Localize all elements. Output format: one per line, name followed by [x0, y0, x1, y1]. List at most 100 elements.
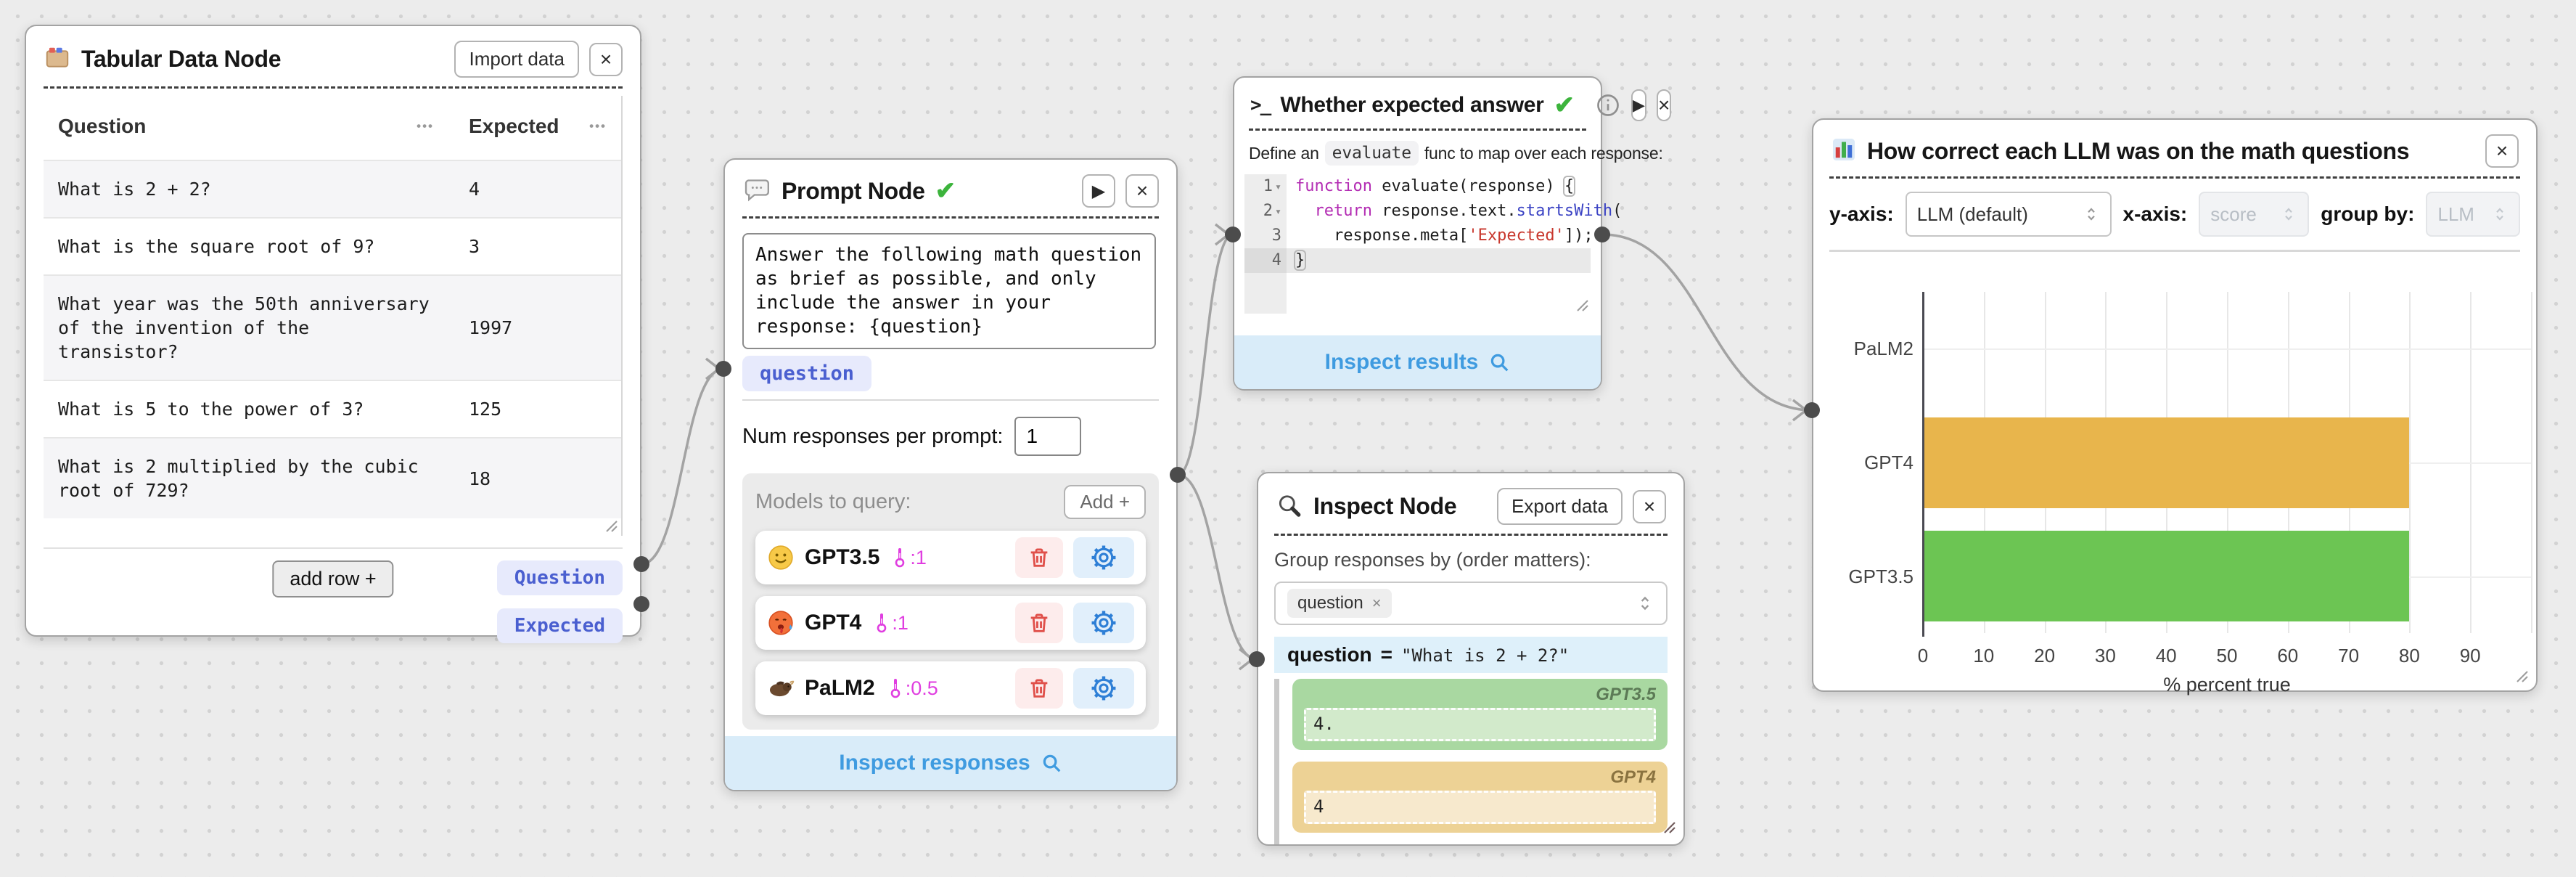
cell-question[interactable]: What is 2 + 2?: [58, 179, 211, 200]
cell-expected[interactable]: 125: [469, 399, 502, 420]
y-axis-line: [1922, 292, 1924, 637]
bar-gpt3.5[interactable]: [1923, 531, 2410, 622]
chip-remove-icon[interactable]: ×: [1371, 594, 1382, 612]
cell-expected[interactable]: 4: [469, 179, 480, 200]
temperature-badge: :1: [891, 547, 927, 569]
code-line-2[interactable]: 2 ▾ return response.text.startsWith(: [1244, 199, 1622, 224]
cell-question[interactable]: What is the square root of 9?: [58, 236, 375, 257]
close-button[interactable]: ×: [1656, 89, 1672, 121]
x-gridline: [2531, 292, 2532, 633]
inspect-responses-label: Inspect responses: [839, 751, 1030, 775]
model-card-gpt4[interactable]: GPT4:1: [755, 596, 1146, 650]
run-button[interactable]: ▶: [1631, 89, 1646, 121]
resize-grip-icon[interactable]: [601, 515, 618, 533]
table-header: Question ••• Expected •••: [44, 96, 621, 160]
run-button[interactable]: ▶: [1082, 174, 1115, 208]
code-line-4[interactable]: 4}: [1244, 248, 1591, 273]
info-icon[interactable]: [1595, 92, 1621, 118]
success-check-icon: ✔: [935, 177, 956, 205]
add-row-button[interactable]: add row +: [272, 560, 394, 597]
group-by-label: group by:: [2321, 203, 2415, 225]
divider: [44, 86, 623, 89]
bar-gpt4[interactable]: [1923, 417, 2410, 508]
vis-node[interactable]: How correct each LLM was on the math que…: [1812, 118, 2538, 696]
column-header-expected: Expected: [469, 115, 559, 137]
data-table[interactable]: Question ••• Expected ••• What is 2 + 2?…: [44, 96, 623, 536]
inspect-node[interactable]: Inspect Node Export data × Group respons…: [1257, 472, 1685, 846]
prompt-textarea[interactable]: Answer the following math question as br…: [742, 233, 1156, 349]
table-body: What is 2 + 2? 4 What is the square root o…: [44, 160, 621, 518]
delete-model-button[interactable]: [1015, 603, 1063, 643]
table-row[interactable]: What is 2 multiplied by the cubic root o…: [44, 437, 621, 518]
model-card-gpt3.5[interactable]: GPT3.5 :1: [755, 531, 1146, 584]
hot-face-icon: [767, 609, 795, 637]
delete-model-button[interactable]: [1015, 537, 1063, 578]
column-menu-icon[interactable]: •••: [589, 119, 607, 133]
inspect-responses-footer[interactable]: Inspect responses: [725, 736, 1176, 790]
bison-icon: [767, 674, 795, 702]
tabular-data-node[interactable]: Tabular Data Node Import data × Question…: [25, 25, 641, 643]
code-chip: evaluate: [1324, 141, 1419, 166]
close-button[interactable]: ×: [589, 42, 623, 76]
add-model-button[interactable]: Add +: [1064, 485, 1146, 519]
table-row[interactable]: What is 2 + 2? 4: [44, 160, 621, 217]
temperature-badge: :0.5: [887, 677, 938, 700]
model-name: GPT3.5: [805, 545, 880, 569]
delete-model-button[interactable]: [1015, 668, 1063, 709]
cell-question[interactable]: What is 5 to the power of 3?: [58, 399, 364, 420]
cell-expected[interactable]: 18: [469, 468, 491, 489]
group-var-value: "What is 2 + 2?": [1401, 645, 1570, 666]
response-card-gpt3.5[interactable]: GPT3.5 4.: [1292, 679, 1668, 750]
group-indent-bar: [1274, 679, 1279, 844]
close-button[interactable]: ×: [1633, 489, 1666, 523]
model-settings-button[interactable]: [1073, 603, 1134, 643]
resize-grip-icon[interactable]: [1572, 295, 1589, 312]
bar-chart-icon: [1831, 136, 1857, 166]
model-settings-button[interactable]: [1073, 537, 1134, 578]
code-editor[interactable]: 1 ▾ function evaluate(response) {2 ▾ retu…: [1244, 174, 1622, 314]
close-button[interactable]: ×: [1125, 174, 1159, 208]
y-axis-select[interactable]: LLM (default): [1905, 192, 2112, 237]
cell-expected[interactable]: 3: [469, 236, 480, 257]
inspect-results-footer[interactable]: Inspect results: [1234, 335, 1601, 389]
prompt-node[interactable]: Prompt Node ✔ ▶ × Answer the following m…: [723, 158, 1178, 791]
x-tick-label: 10: [1973, 645, 1995, 666]
table-row[interactable]: What is the square root of 9? 3: [44, 217, 621, 274]
model-list: GPT3.5 :1 GPT4:1 PaLM2:0.5: [755, 531, 1146, 715]
chevron-updown-icon: [2087, 208, 2095, 221]
evaluator-node[interactable]: >_ Whether expected answer ✔ ▶ × Define …: [1233, 76, 1672, 391]
cell-question[interactable]: What year was the 50th anniversary of th…: [58, 293, 430, 362]
model-card-palm2[interactable]: PaLM2:0.5: [755, 661, 1146, 715]
arrowhead-icon: [1214, 223, 1231, 246]
response-card-palm2[interactable]: PaLM2: [1292, 844, 1668, 846]
response-text: 4: [1304, 791, 1656, 824]
export-data-button[interactable]: Export data: [1497, 488, 1623, 525]
search-icon: [1041, 752, 1062, 774]
cell-question[interactable]: What is 2 multiplied by the cubic root o…: [58, 456, 419, 501]
resize-grip-icon[interactable]: [2511, 666, 2529, 683]
column-menu-icon[interactable]: •••: [417, 119, 434, 133]
x-tick-label: 50: [2216, 645, 2238, 666]
y-tick-label: GPT3.5: [1848, 565, 1913, 587]
resize-grip-icon[interactable]: [1659, 817, 1676, 834]
fold-caret-icon: ▾: [1274, 205, 1281, 218]
model-settings-button[interactable]: [1073, 668, 1134, 709]
table-row[interactable]: What is 5 to the power of 3? 125: [44, 380, 621, 437]
cell-expected[interactable]: 1997: [469, 317, 513, 338]
output-variable-badge: Expected: [496, 608, 623, 643]
success-check-icon: ✔: [1554, 91, 1575, 119]
response-card-gpt4[interactable]: GPT4 4: [1292, 762, 1668, 833]
x-axis-label: x-axis:: [2122, 203, 2188, 225]
x-tick-label: 40: [2155, 645, 2177, 666]
group-by-multiselect[interactable]: question ×: [1274, 582, 1668, 625]
magnifier-icon: [1276, 493, 1303, 521]
table-row[interactable]: What year was the 50th anniversary of th…: [44, 274, 621, 380]
x-axis-value: score: [2210, 203, 2257, 225]
num-responses-input[interactable]: [1014, 417, 1082, 456]
code-line-1[interactable]: 1 ▾ function evaluate(response) {: [1244, 174, 1591, 199]
close-button[interactable]: ×: [2485, 134, 2519, 168]
code-line-3[interactable]: 3 response.meta['Expected']);: [1244, 224, 1593, 248]
import-data-button[interactable]: Import data: [454, 41, 579, 78]
edge-prompt-to-evaluator: [1177, 233, 1234, 476]
